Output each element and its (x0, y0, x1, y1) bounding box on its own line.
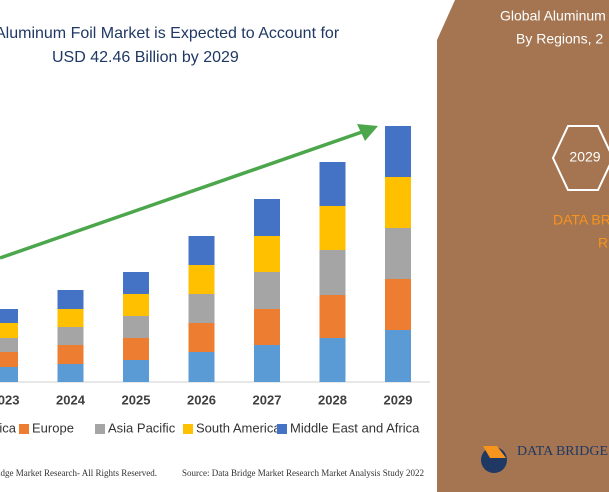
bar-segment (0, 338, 18, 352)
arrow-head (357, 124, 378, 141)
bar-segment (57, 290, 84, 309)
legend-label: Europe (32, 420, 74, 435)
bar-segment (0, 309, 18, 323)
x-tick-label: 2023 (0, 392, 19, 407)
bar-segment (123, 338, 149, 360)
legend-swatch (277, 424, 287, 434)
bar-segment (188, 236, 215, 265)
legend-swatch (19, 424, 29, 434)
bar-segment (57, 327, 84, 345)
trend-arrow (0, 130, 363, 260)
bar-segment (57, 364, 84, 382)
legend-swatch (95, 424, 105, 434)
bar-segment (188, 352, 215, 382)
bar-segment (123, 360, 149, 382)
copyright: Data Bridge Market Research- All Rights … (0, 468, 157, 478)
bar-segment (123, 272, 149, 294)
bar-segment (123, 316, 149, 338)
x-tick-label: 2024 (56, 392, 86, 407)
bar-segment (385, 126, 411, 177)
bar-segment (0, 323, 18, 338)
bar-segment (123, 294, 149, 316)
bar-segment (385, 330, 411, 382)
bar-segment (254, 345, 280, 382)
legend-label: South America (196, 420, 281, 435)
bar-segment (385, 228, 411, 279)
bar-segment (188, 294, 215, 323)
bar-segment (319, 162, 346, 206)
panel-heading: By Regions, 2 (516, 31, 603, 47)
bar-segment (0, 367, 18, 382)
logo-text: DATA BRIDGE (517, 444, 608, 459)
bar-segment (57, 345, 84, 364)
hexagon-label: 2029 (569, 149, 600, 165)
hexagon (551, 125, 609, 191)
legend-label: Asia Pacific (108, 420, 176, 435)
legend-label: Middle East and Africa (290, 420, 420, 435)
legend-swatch (183, 424, 193, 434)
chart-title: Aluminum Foil Market is Expected to Acco… (0, 25, 340, 42)
source: Source: Data Bridge Market Research Mark… (182, 468, 424, 478)
bar-segment (385, 279, 411, 330)
x-tick-label: 2025 (122, 392, 151, 407)
x-tick-label: 2026 (187, 392, 216, 407)
x-tick-label: 2029 (384, 392, 413, 407)
bar-segment (0, 352, 18, 367)
logo-icon (483, 446, 506, 458)
panel-heading: Global Aluminum (500, 8, 606, 24)
bar-segment (254, 309, 280, 345)
bar-segment (319, 338, 346, 382)
bar-segment (254, 236, 280, 272)
panel-caption: R (598, 235, 608, 251)
panel-caption: DATA BR (553, 212, 609, 228)
bar-segment (319, 295, 346, 338)
x-tick-label: 2027 (253, 392, 282, 407)
bar-segment (254, 199, 280, 236)
legend-label: North America (0, 420, 17, 435)
side-panel (437, 0, 609, 492)
bar-segment (319, 250, 346, 295)
bar-segment (319, 206, 346, 250)
bar-segment (188, 323, 215, 352)
bar-segment (188, 265, 215, 294)
bar-segment (385, 177, 411, 228)
x-tick-label: 2028 (318, 392, 347, 407)
bar-segment (254, 272, 280, 309)
bar-segment (57, 309, 84, 327)
chart-title: USD 42.46 Billion by 2029 (52, 49, 239, 66)
